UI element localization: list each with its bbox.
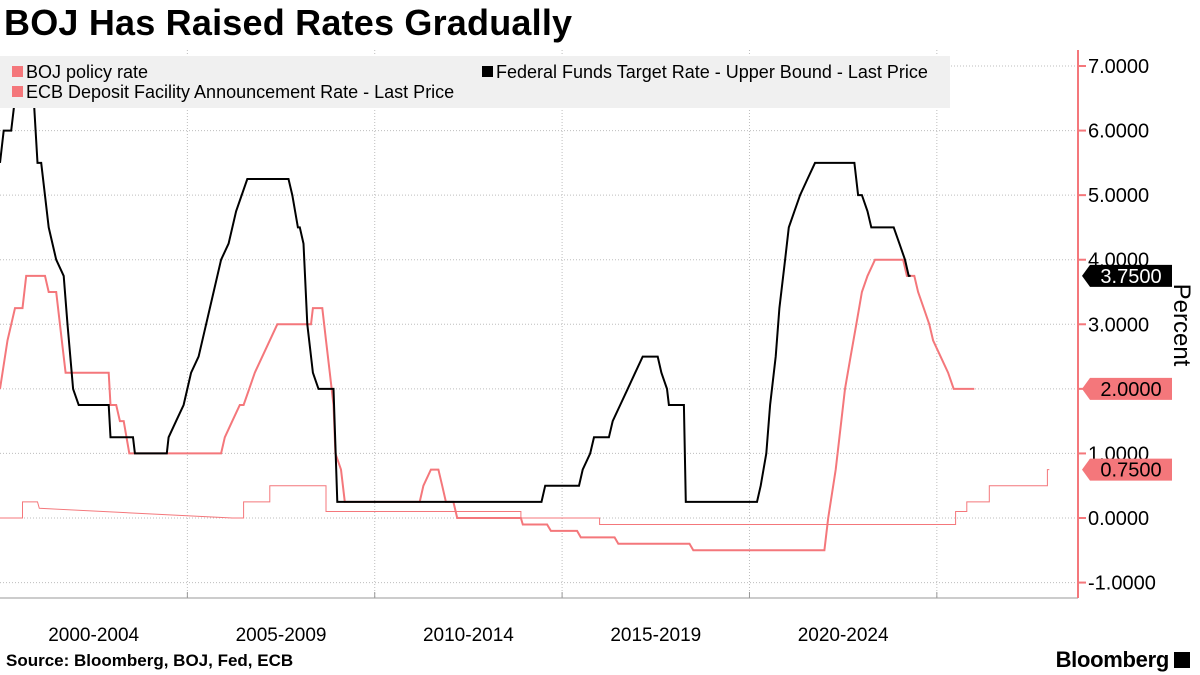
legend-swatch-2 <box>12 86 23 97</box>
legend-label-1: Federal Funds Target Rate - Upper Bound … <box>496 62 928 82</box>
y-tick-label: 3.0000 <box>1088 314 1149 336</box>
series-line-0 <box>0 469 1050 525</box>
bloomberg-logo: Bloomberg <box>1056 647 1190 673</box>
legend-label-2: ECB Deposit Facility Announcement Rate -… <box>26 82 454 102</box>
legend-swatch-0 <box>12 66 23 77</box>
chart-title: BOJ Has Raised Rates Gradually <box>4 2 573 43</box>
y-tick-label: 5.0000 <box>1088 185 1149 207</box>
source-note: Source: Bloomberg, BOJ, Fed, ECB <box>6 651 294 670</box>
x-tick-label: 2000-2004 <box>48 625 139 646</box>
y-tick-label: 7.0000 <box>1088 56 1149 78</box>
y-axis-label: Percent <box>1168 284 1195 367</box>
y-tick-label: 0.0000 <box>1088 508 1149 530</box>
last-value-tag-1 <box>1082 264 1172 287</box>
x-tick-label: 2005-2009 <box>236 625 327 646</box>
x-tick-label: 2020-2024 <box>798 625 889 646</box>
brand-name: Bloomberg <box>1055 647 1170 672</box>
last-value-label-2: 2.0000 <box>1100 379 1161 401</box>
last-value-label-0: 0.7500 <box>1100 460 1161 482</box>
series-line-2 <box>0 258 975 552</box>
legend-box <box>0 56 950 108</box>
last-value-tag-2 <box>1082 377 1172 400</box>
y-tick-label: 6.0000 <box>1088 121 1149 143</box>
legend-swatch-1 <box>482 66 493 77</box>
last-value-label-1: 3.7500 <box>1100 266 1161 288</box>
x-tick-label: 2010-2014 <box>423 625 514 646</box>
last-value-tag-0 <box>1082 458 1172 481</box>
y-tick-label: -1.0000 <box>1088 573 1156 595</box>
legend-label-0: BOJ policy rate <box>26 62 148 82</box>
x-tick-label: 2015-2019 <box>610 625 701 646</box>
bloomberg-mark-icon <box>1174 652 1190 668</box>
series-line-1 <box>0 97 911 503</box>
